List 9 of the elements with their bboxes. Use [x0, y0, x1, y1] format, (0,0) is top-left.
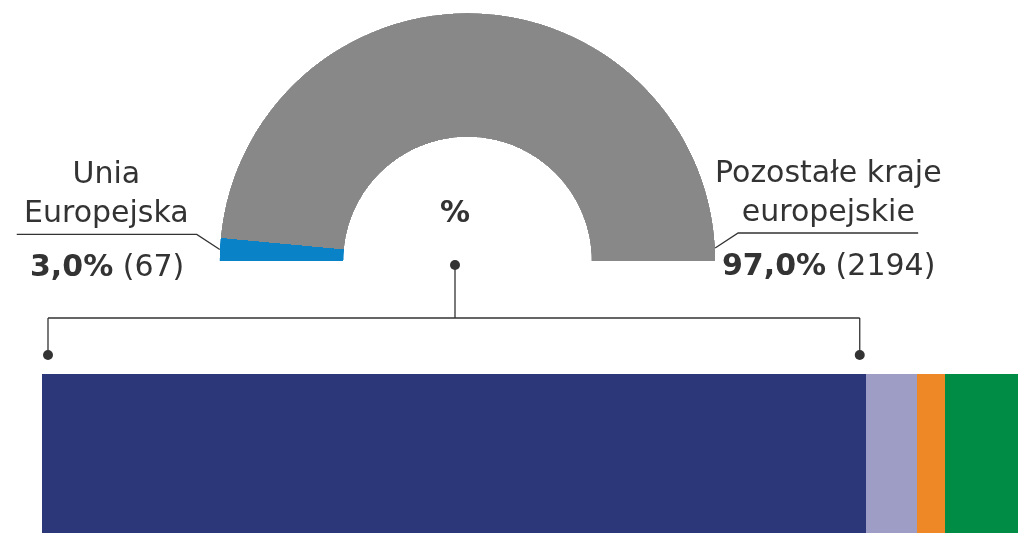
data-label: 97,0% (2194) [722, 247, 936, 282]
bar [945, 374, 1018, 533]
bar [917, 374, 945, 533]
slice-label: Pozostałe kraje europejskie [715, 154, 942, 228]
slice-label: Unia Europejska [24, 155, 189, 229]
text: % [440, 194, 471, 229]
bar [42, 374, 866, 533]
data-label: 3,0% (67) [30, 248, 185, 283]
bar [866, 374, 917, 533]
